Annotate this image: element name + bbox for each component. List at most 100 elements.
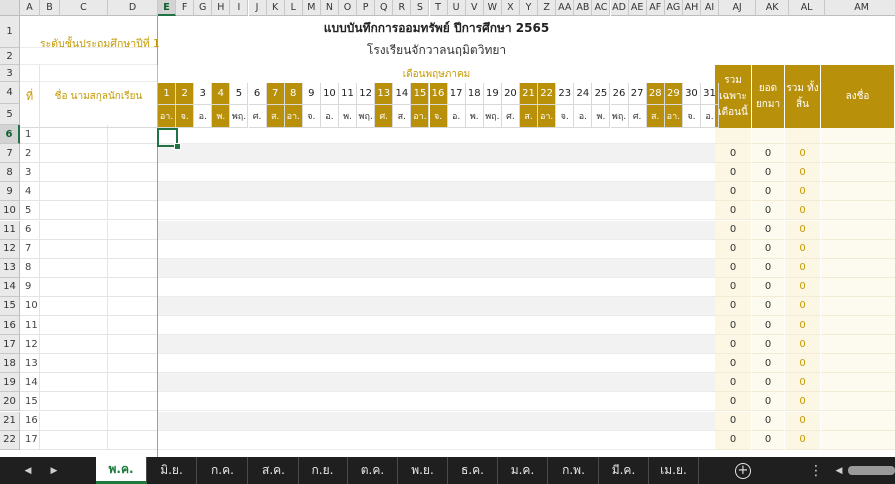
student-number-cell[interactable]: 10 xyxy=(20,296,40,316)
column-header[interactable]: M xyxy=(302,0,321,16)
student-name-cell[interactable] xyxy=(108,411,158,431)
day-number-cell[interactable]: 19 xyxy=(483,83,502,105)
carry-forward-cell[interactable]: 0 xyxy=(752,296,785,316)
student-number-cell[interactable]: 12 xyxy=(20,335,40,355)
sum-this-month-cell[interactable]: 0 xyxy=(715,335,752,355)
column-header[interactable]: AC xyxy=(592,0,611,16)
sum-this-month-cell[interactable]: 0 xyxy=(715,258,752,278)
grand-total-cell[interactable]: 0 xyxy=(785,392,821,412)
student-number-cell[interactable]: 5 xyxy=(20,201,40,221)
student-name-cell[interactable] xyxy=(108,163,158,183)
column-header[interactable]: P xyxy=(357,0,376,16)
student-name-cell[interactable] xyxy=(40,182,108,202)
row-header[interactable]: 18 xyxy=(0,354,20,374)
student-name-cell[interactable] xyxy=(108,354,158,374)
student-name-cell[interactable] xyxy=(40,373,108,393)
student-name-cell[interactable] xyxy=(40,430,108,450)
weekday-cell[interactable]: พ. xyxy=(465,105,484,128)
carry-forward-cell[interactable]: 0 xyxy=(752,430,785,450)
day-number-cell[interactable]: 23 xyxy=(556,83,575,105)
sum-this-month-cell[interactable]: 0 xyxy=(715,392,752,412)
student-number-cell[interactable]: 6 xyxy=(20,220,40,240)
number-header[interactable]: ที่ xyxy=(20,65,40,128)
column-header[interactable]: G xyxy=(194,0,213,16)
column-header[interactable]: AM xyxy=(825,0,895,16)
day-number-cell[interactable]: 2 xyxy=(176,83,195,105)
student-name-cell[interactable] xyxy=(40,316,108,336)
student-name-cell[interactable] xyxy=(40,258,108,278)
column-header[interactable]: V xyxy=(465,0,484,16)
weekday-cell[interactable]: อา. xyxy=(411,105,430,128)
column-header[interactable]: D xyxy=(108,0,158,16)
column-header[interactable]: AJ xyxy=(719,0,757,16)
student-number-cell[interactable]: 3 xyxy=(20,163,40,183)
sum-this-month-cell[interactable]: 0 xyxy=(715,430,752,450)
active-cell-cursor[interactable] xyxy=(157,128,178,147)
day-number-cell[interactable]: 17 xyxy=(447,83,466,105)
grand-total-cell[interactable]: 0 xyxy=(785,144,821,164)
day-number-cell[interactable]: 31 xyxy=(701,83,720,105)
signature-cell[interactable] xyxy=(821,373,895,393)
sum-this-month-header[interactable]: รวม เฉพาะ เดือนนี้ xyxy=(715,65,752,128)
column-header[interactable]: T xyxy=(429,0,448,16)
row-header[interactable]: 15 xyxy=(0,296,20,316)
weekday-cell[interactable]: อา. xyxy=(538,105,557,128)
signature-cell[interactable] xyxy=(821,182,895,202)
student-name-cell[interactable] xyxy=(40,411,108,431)
next-sheet-button[interactable]: ▶ xyxy=(44,457,64,484)
column-header[interactable]: Q xyxy=(375,0,394,16)
weekday-cell[interactable]: ศ. xyxy=(501,105,520,128)
column-header[interactable]: N xyxy=(320,0,339,16)
grand-total-cell[interactable]: 0 xyxy=(785,220,821,240)
student-name-cell[interactable] xyxy=(40,392,108,412)
row-header[interactable]: 12 xyxy=(0,239,20,259)
weekday-cell[interactable]: ศ. xyxy=(628,105,647,128)
day-number-cell[interactable]: 25 xyxy=(592,83,611,105)
day-number-cell[interactable]: 27 xyxy=(628,83,647,105)
student-name-cell[interactable] xyxy=(108,201,158,221)
sum-this-month-cell[interactable]: 0 xyxy=(715,354,752,374)
student-number-cell[interactable]: 7 xyxy=(20,239,40,259)
sum-this-month-cell[interactable]: 0 xyxy=(715,201,752,221)
student-name-cell[interactable] xyxy=(40,220,108,240)
signature-cell[interactable] xyxy=(821,411,895,431)
carry-forward-cell[interactable]: 0 xyxy=(752,220,785,240)
day-number-cell[interactable]: 12 xyxy=(357,83,376,105)
weekday-cell[interactable]: พฤ. xyxy=(357,105,376,128)
day-number-cell[interactable]: 8 xyxy=(284,83,303,105)
weekday-cell[interactable]: ศ. xyxy=(375,105,394,128)
sum-this-month-cell[interactable] xyxy=(715,125,752,145)
day-number-cell[interactable]: 24 xyxy=(574,83,593,105)
day-number-cell[interactable]: 14 xyxy=(393,83,412,105)
column-header[interactable]: U xyxy=(447,0,466,16)
row-header[interactable]: 14 xyxy=(0,277,20,297)
month-label[interactable]: เดือนพฤษภาคม xyxy=(402,68,471,80)
student-name-cell[interactable] xyxy=(108,335,158,355)
column-header[interactable]: F xyxy=(176,0,195,16)
carry-forward-cell[interactable]: 0 xyxy=(752,258,785,278)
row-header[interactable]: 5 xyxy=(0,104,20,125)
sheet-tab[interactable]: พ.ย. xyxy=(398,457,448,484)
carry-forward-cell[interactable]: 0 xyxy=(752,182,785,202)
grand-total-cell[interactable]: 0 xyxy=(785,296,821,316)
sum-this-month-cell[interactable]: 0 xyxy=(715,163,752,183)
grand-total-cell[interactable]: 0 xyxy=(785,354,821,374)
weekday-cell[interactable]: อ. xyxy=(194,105,213,128)
student-name-cell[interactable] xyxy=(40,354,108,374)
student-name-cell[interactable] xyxy=(40,201,108,221)
row-header[interactable]: 22 xyxy=(0,430,20,450)
sum-this-month-cell[interactable]: 0 xyxy=(715,277,752,297)
grand-total-cell[interactable] xyxy=(785,125,821,145)
day-number-cell[interactable]: 15 xyxy=(411,83,430,105)
column-header[interactable]: AK xyxy=(756,0,790,16)
column-header[interactable]: AL xyxy=(789,0,826,16)
student-name-cell[interactable] xyxy=(108,296,158,316)
weekday-cell[interactable]: อ. xyxy=(701,105,720,128)
carry-forward-cell[interactable]: 0 xyxy=(752,163,785,183)
row-header[interactable]: 16 xyxy=(0,316,20,336)
student-number-cell[interactable]: 13 xyxy=(20,354,40,374)
student-number-cell[interactable]: 14 xyxy=(20,373,40,393)
day-number-cell[interactable]: 7 xyxy=(266,83,285,105)
student-number-cell[interactable]: 9 xyxy=(20,277,40,297)
student-name-cell[interactable] xyxy=(108,373,158,393)
